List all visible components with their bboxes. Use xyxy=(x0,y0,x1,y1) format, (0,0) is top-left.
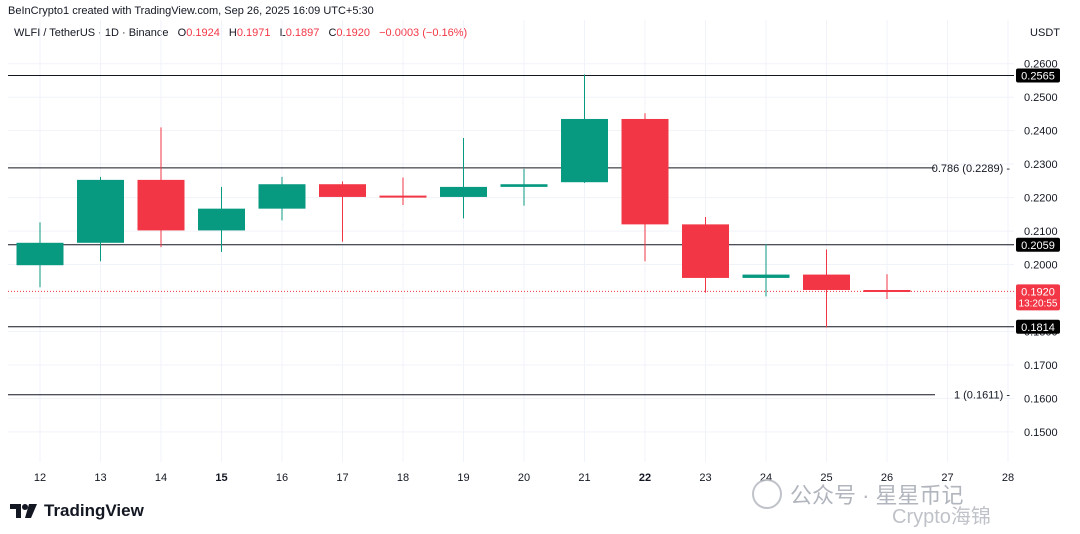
x-tick-label: 27 xyxy=(941,472,953,484)
ohlc-legend: WLFI / TetherUS · 1D · Binance O0.1924 H… xyxy=(14,27,473,39)
tradingview-brand[interactable]: TradingView xyxy=(10,501,144,521)
x-tick-label: 20 xyxy=(518,472,530,484)
x-tick-label: 13 xyxy=(94,472,106,484)
chart-attribution: BeInCrypto1 created with TradingView.com… xyxy=(8,5,374,17)
high-value: 0.1971 xyxy=(236,27,271,39)
open-label: O xyxy=(177,27,187,39)
countdown-label: 13:20:55 xyxy=(1019,298,1058,309)
y-tick-label: 0.2500 xyxy=(1024,92,1058,104)
close-label: C xyxy=(328,27,337,39)
fib-level-label: 0.786 (0.2289) - xyxy=(932,163,1011,175)
candle-body xyxy=(379,195,427,198)
candle-body xyxy=(319,184,366,197)
candle-body xyxy=(863,289,911,292)
y-tick-label: 0.1600 xyxy=(1024,393,1058,405)
low-value: 0.1897 xyxy=(285,27,320,39)
price-level-tag xyxy=(1016,319,1060,334)
wechat-icon xyxy=(752,479,782,509)
candle-body xyxy=(198,208,245,231)
x-tick-label: 16 xyxy=(276,472,288,484)
tradingview-logo-icon xyxy=(10,504,37,518)
x-tick-label: 23 xyxy=(699,472,711,484)
price-level-tag-label: 0.1814 xyxy=(1021,322,1055,334)
high-label: H xyxy=(228,27,237,39)
candle-body xyxy=(440,186,487,197)
y-tick-label: 0.1700 xyxy=(1024,360,1058,372)
candle-body xyxy=(258,184,306,209)
x-tick-label: 12 xyxy=(34,472,46,484)
watermark: 公众号 · 星星币记 Crypto海锦 xyxy=(752,478,991,528)
x-tick-label: 18 xyxy=(397,472,409,484)
change-value: −0.0003 (−0.16%) xyxy=(379,27,468,39)
current-price-label: 0.1920 xyxy=(1021,286,1055,298)
candle-body xyxy=(77,179,124,243)
open-value: 0.1924 xyxy=(186,27,220,39)
x-tick-label: 21 xyxy=(578,472,590,484)
candle-body xyxy=(500,184,548,187)
y-tick-label: 0.1500 xyxy=(1024,427,1058,439)
brand-name: TradingView xyxy=(44,501,144,520)
y-tick-label: 0.2400 xyxy=(1024,126,1058,138)
y-tick-label: 0.2300 xyxy=(1024,159,1058,171)
close-value: 0.1920 xyxy=(336,27,371,39)
y-tick-label: 0.2100 xyxy=(1024,226,1058,238)
candle-body xyxy=(137,179,185,231)
price-unit-label[interactable]: USDT xyxy=(1030,27,1060,39)
fib-level-label: 1 (0.1611) - xyxy=(954,390,1010,402)
x-tick-label: 22 xyxy=(639,472,651,484)
candle-body xyxy=(682,224,729,278)
x-tick-label: 15 xyxy=(215,472,227,484)
price-level-tag-label: 0.2059 xyxy=(1021,240,1055,252)
x-tick-label: 17 xyxy=(336,472,348,484)
candle-body xyxy=(16,242,64,266)
candle-body xyxy=(561,118,608,183)
symbol-label[interactable]: WLFI / TetherUS · 1D · Binance xyxy=(14,27,169,39)
y-tick-label: 0.2200 xyxy=(1024,193,1058,205)
watermark-line2: Crypto海锦 xyxy=(892,506,991,528)
low-label: L xyxy=(279,27,286,39)
x-tick-label: 26 xyxy=(881,472,893,484)
y-tick-label: 0.2000 xyxy=(1024,260,1058,272)
current-price-tag xyxy=(1016,284,1060,311)
candle-body xyxy=(742,274,790,278)
x-tick-label: 25 xyxy=(820,472,832,484)
watermark-line1: 公众号 · 星星币记 xyxy=(790,483,964,508)
y-tick-label: 0.2600 xyxy=(1024,59,1058,71)
candle-body xyxy=(621,118,669,225)
x-tick-label: 28 xyxy=(1002,472,1014,484)
x-tick-label: 14 xyxy=(155,472,167,484)
price-level-tag xyxy=(1016,237,1060,252)
candle-body xyxy=(803,274,850,290)
price-level-tag xyxy=(1016,68,1060,83)
price-level-tag-label: 0.2565 xyxy=(1021,70,1055,82)
x-tick-label: 19 xyxy=(457,472,469,484)
